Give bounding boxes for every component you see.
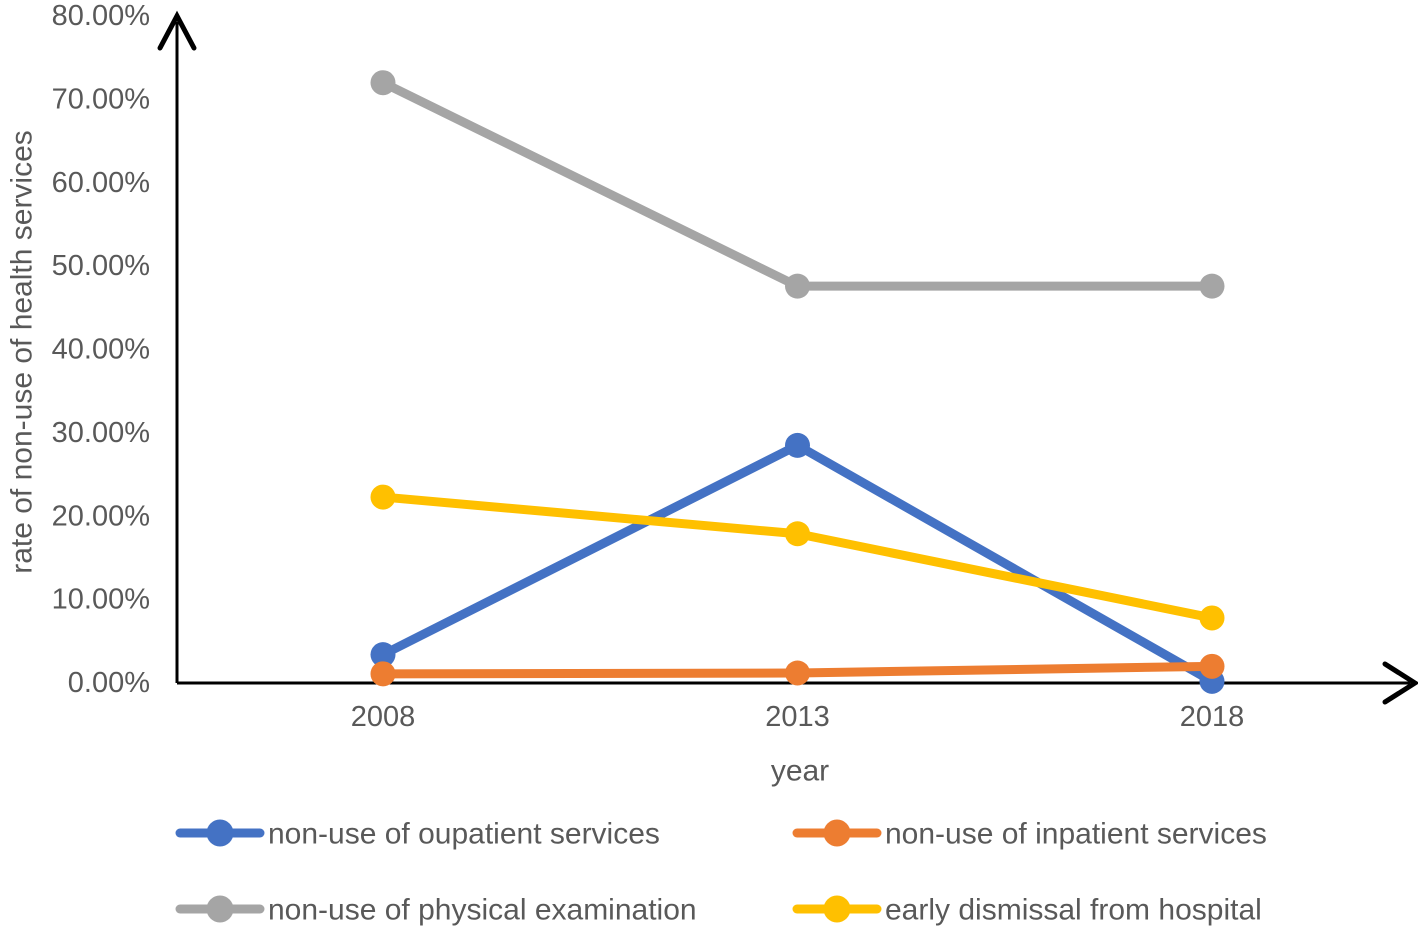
x-tick-label: 2008: [351, 701, 416, 733]
series-2: [370, 70, 1225, 299]
data-point: [370, 642, 396, 668]
legend-item: non-use of oupatient services: [175, 818, 660, 851]
y-tick-label: 0.00%: [68, 667, 150, 699]
legend-label: non-use of physical examination: [268, 894, 697, 927]
x-axis-title: year: [771, 755, 829, 788]
x-axis-arrow-icon: [1382, 661, 1418, 705]
data-point: [370, 70, 396, 96]
y-tick-label: 30.00%: [52, 417, 150, 449]
legend-label: early dismissal from hospital: [885, 894, 1262, 927]
series-1: [370, 653, 1225, 687]
legend-item: non-use of physical examination: [175, 894, 697, 927]
y-tick-label: 10.00%: [52, 584, 150, 616]
series-line: [378, 440, 1217, 686]
legend-item: early dismissal from hospital: [792, 894, 1262, 927]
data-point: [1199, 605, 1225, 631]
legend-label: non-use of inpatient services: [885, 818, 1267, 851]
legend-marker-dot: [206, 819, 234, 847]
data-point: [370, 484, 396, 510]
series-3: [370, 484, 1225, 631]
data-point: [1199, 273, 1225, 299]
legend-item: non-use of inpatient services: [792, 818, 1267, 851]
x-tick-label: 2013: [765, 701, 830, 733]
legend-label: non-use of oupatient services: [268, 818, 660, 851]
y-tick-label: 50.00%: [52, 250, 150, 282]
legend-marker-dot: [823, 895, 851, 923]
data-point: [785, 660, 810, 686]
y-tick-labels: 0.00% 10.00% 20.00% 30.00% 40.00% 50.00% 60.00…: [52, 0, 150, 699]
legend-marker-dot: [206, 895, 234, 923]
y-tick-label: 40.00%: [52, 334, 150, 366]
series-0: [370, 432, 1225, 694]
series-lines: [370, 70, 1225, 694]
y-tick-label: 80.00%: [52, 0, 150, 32]
y-tick-label: 70.00%: [52, 83, 150, 115]
data-point: [370, 661, 396, 687]
x-tick-labels: 2008 2013 2018: [351, 701, 1245, 733]
y-axis-title: rate of non-use of health services: [6, 130, 39, 574]
legend-marker-dot: [823, 819, 851, 847]
legend: non-use of oupatient services non-use of …: [175, 818, 1267, 927]
series-line: [378, 492, 1217, 623]
data-point: [1199, 653, 1225, 679]
y-axis-arrow-icon: [157, 10, 197, 51]
y-tick-label: 20.00%: [52, 500, 150, 532]
x-tick-label: 2018: [1180, 701, 1245, 733]
series-line: [378, 78, 1217, 291]
data-point: [785, 273, 810, 299]
axes: [157, 10, 1418, 705]
data-point: [785, 521, 810, 547]
data-point: [785, 432, 810, 458]
y-tick-label: 60.00%: [52, 167, 150, 199]
